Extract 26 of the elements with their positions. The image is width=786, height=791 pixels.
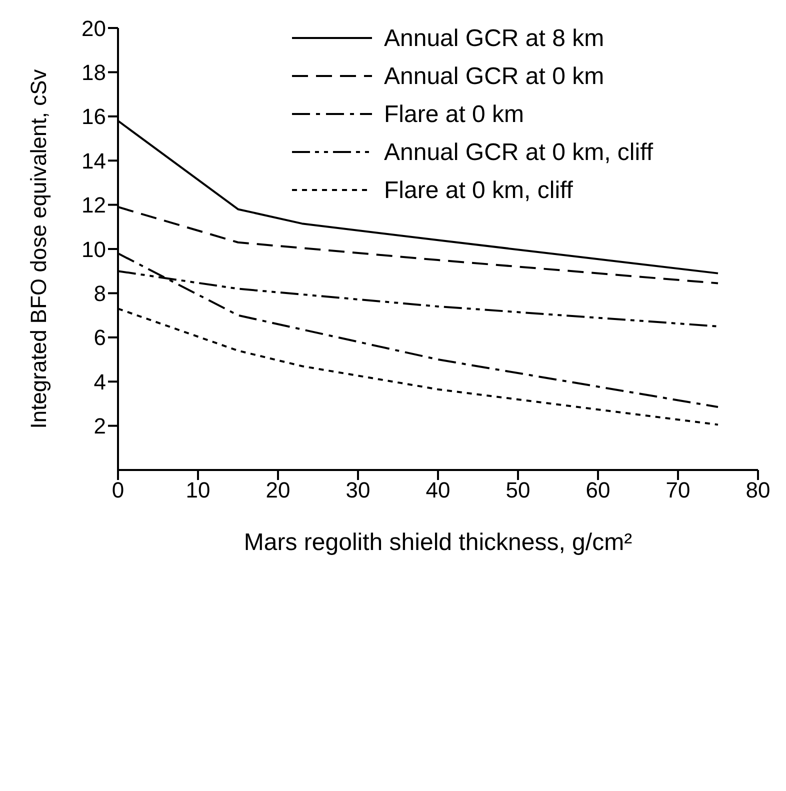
y-tick-label: 4 <box>94 369 106 394</box>
y-tick-label: 6 <box>94 325 106 350</box>
x-tick-label: 40 <box>426 478 450 503</box>
x-tick-label: 70 <box>666 478 690 503</box>
x-tick-label: 50 <box>506 478 530 503</box>
x-tick-label: 0 <box>112 478 124 503</box>
x-tick-label: 20 <box>266 478 290 503</box>
legend-label: Flare at 0 km, cliff <box>384 177 574 204</box>
y-tick-label: 16 <box>82 104 106 130</box>
y-tick-label: 12 <box>82 192 106 218</box>
x-tick-label: 80 <box>746 478 770 503</box>
x-tick-label: 60 <box>586 478 610 503</box>
x-axis-title: Mars regolith shield thickness, g/cm² <box>244 529 632 556</box>
y-tick-label: 18 <box>82 60 106 86</box>
y-tick-label: 14 <box>82 148 106 174</box>
y-axis-title: Integrated BFO dose equivalent, cSv <box>26 69 51 429</box>
y-tick-label: 8 <box>94 281 106 306</box>
legend-label: Annual GCR at 0 km <box>384 63 604 90</box>
legend-label: Annual GCR at 0 km, cliff <box>384 139 654 166</box>
x-tick-label: 30 <box>346 478 370 503</box>
y-tick-label: 20 <box>82 16 106 41</box>
y-tick-label: 10 <box>82 236 106 262</box>
y-tick-label: 2 <box>94 414 106 439</box>
x-tick-label: 10 <box>186 478 210 503</box>
legend-label: Flare at 0 km <box>384 101 524 128</box>
legend-label: Annual GCR at 8 km <box>384 25 604 52</box>
